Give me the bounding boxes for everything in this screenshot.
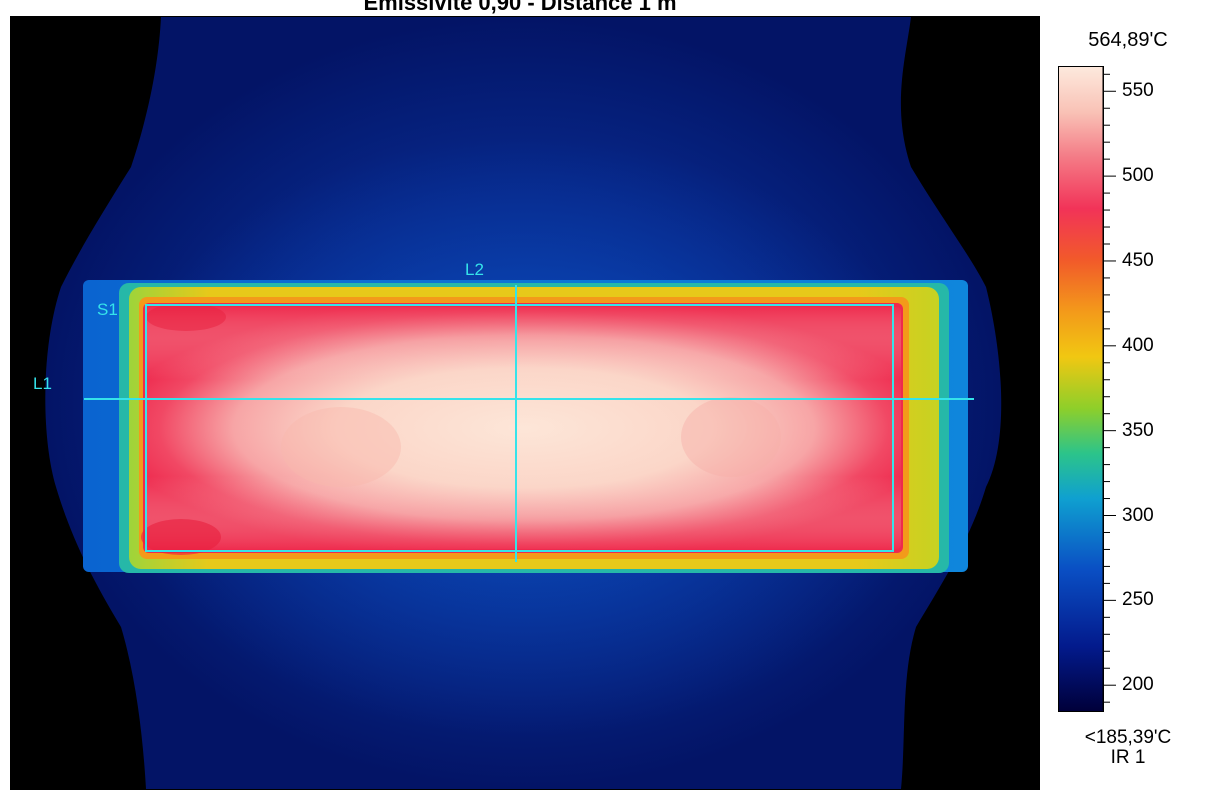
scale-tick-label: 500 bbox=[1122, 165, 1154, 187]
scale-tick-label: 450 bbox=[1122, 249, 1154, 271]
scale-tick-label: 300 bbox=[1122, 504, 1154, 526]
image-title: Emissivité 0,90 - Distance 1 m bbox=[363, 0, 677, 15]
scale-tick-label: 250 bbox=[1122, 589, 1154, 611]
thermal-image: S1 L1 L2 bbox=[10, 16, 1040, 790]
line-l1-label: L1 bbox=[33, 374, 52, 393]
spot-s1-label: S1 bbox=[97, 300, 118, 319]
ir-source-label: IR 1 bbox=[1110, 747, 1146, 768]
spot-s1-rectangle bbox=[145, 304, 894, 552]
scale-tick-label: 550 bbox=[1122, 80, 1154, 102]
max-temperature-label: 564,89'C bbox=[1088, 29, 1168, 51]
min-temperature-label: <185,39'C bbox=[1084, 727, 1172, 748]
scale-ticks: 550 500 450 400 350 300 250 200 bbox=[1102, 66, 1212, 710]
color-scale-bar bbox=[1058, 66, 1104, 712]
scale-tick-label: 350 bbox=[1122, 419, 1154, 441]
scale-tick-label: 400 bbox=[1122, 334, 1154, 356]
line-l2-label: L2 bbox=[465, 260, 484, 279]
scale-tick-label: 200 bbox=[1122, 674, 1154, 696]
temperature-scale-panel: 564,89'C 550 500 450 400 350 300 250 200 <185,3… bbox=[1040, 16, 1216, 790]
